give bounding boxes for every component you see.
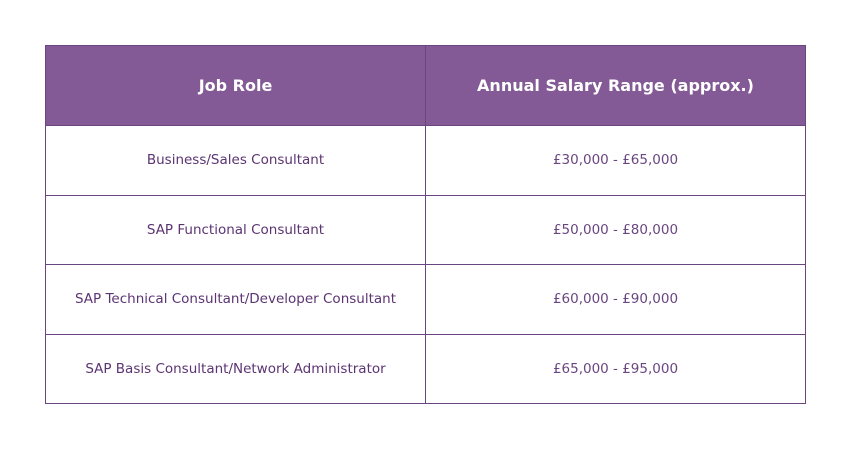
job-role-cell: SAP Functional Consultant xyxy=(45,194,426,265)
salary-range-cell: £65,000 - £95,000 xyxy=(425,333,806,404)
job-role-cell: SAP Basis Consultant/Network Administrat… xyxy=(45,333,426,404)
table-row: SAP Functional Consultant £50,000 - £80,… xyxy=(45,194,806,265)
table-row: Business/Sales Consultant £30,000 - £65,… xyxy=(45,125,806,196)
header-job-role: Job Role xyxy=(45,45,426,126)
header-salary-range: Annual Salary Range (approx.) xyxy=(425,45,806,126)
job-role-cell: Business/Sales Consultant xyxy=(45,125,426,196)
salary-range-cell: £50,000 - £80,000 xyxy=(425,194,806,265)
salary-range-cell: £30,000 - £65,000 xyxy=(425,125,806,196)
salary-range-cell: £60,000 - £90,000 xyxy=(425,264,806,335)
table-row: SAP Basis Consultant/Network Administrat… xyxy=(45,333,806,404)
job-role-cell: SAP Technical Consultant/Developer Consu… xyxy=(45,264,426,335)
salary-table: Job Role Annual Salary Range (approx.) B… xyxy=(45,45,806,404)
table-row: SAP Technical Consultant/Developer Consu… xyxy=(45,264,806,335)
table-header-row: Job Role Annual Salary Range (approx.) xyxy=(45,45,806,126)
